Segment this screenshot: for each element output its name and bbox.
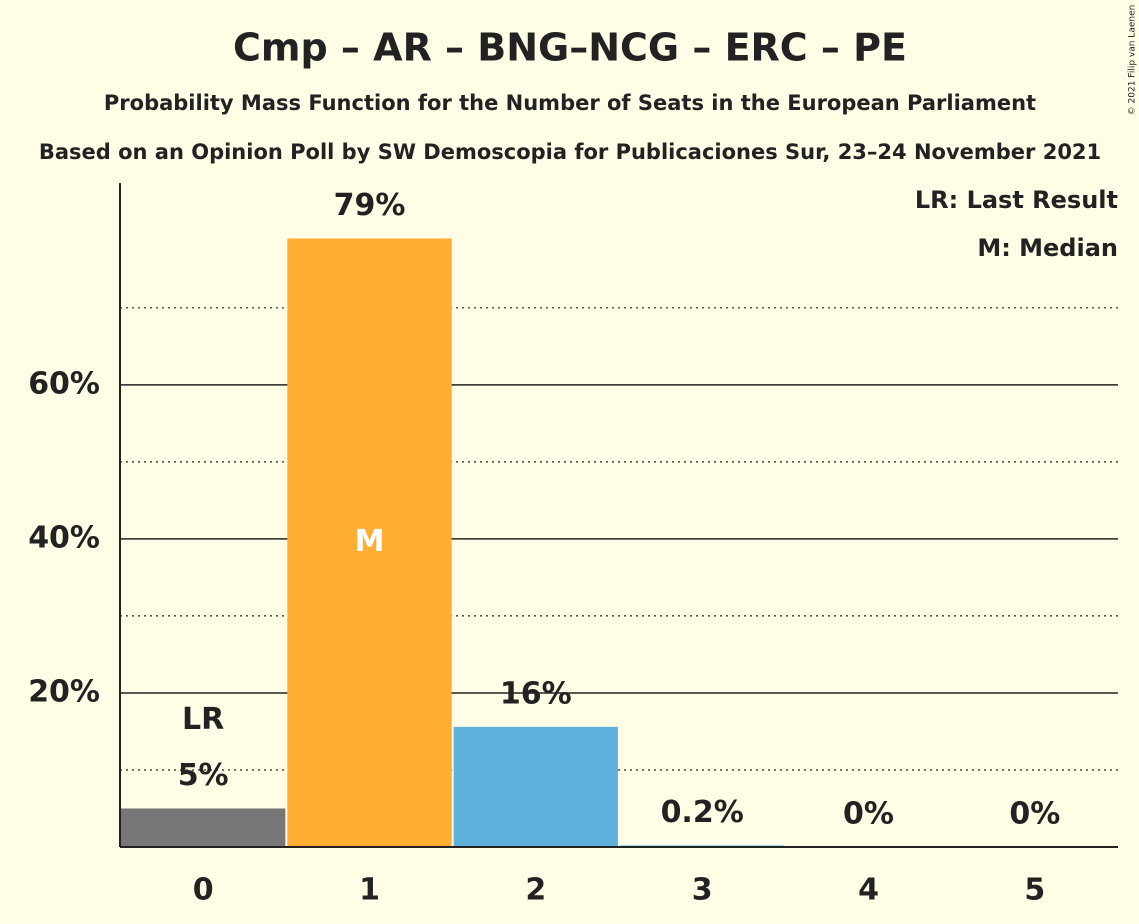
- value-label: 16%: [500, 676, 572, 711]
- y-tick-label: 40%: [28, 520, 100, 555]
- bar: [453, 726, 618, 847]
- y-tick-label: 60%: [28, 366, 100, 401]
- x-tick-label: 5: [1024, 873, 1045, 908]
- x-tick-label: 3: [692, 873, 713, 908]
- bar: [121, 808, 286, 847]
- value-label: 0%: [1009, 797, 1060, 832]
- chart-title: Cmp – AR – BNG–NCG – ERC – PE: [233, 26, 907, 70]
- value-label: 0%: [843, 797, 894, 832]
- copyright: © 2021 Filip van Laenen: [1128, 5, 1138, 116]
- x-tick-label: 2: [525, 873, 546, 908]
- last-result-marker: LR: [182, 702, 224, 737]
- value-label: 5%: [178, 758, 229, 793]
- value-label: 0.2%: [661, 795, 744, 830]
- chart-subtitle: Based on an Opinion Poll by SW Demoscopi…: [39, 140, 1101, 164]
- x-tick-label: 0: [193, 873, 214, 908]
- chart-subtitle: Probability Mass Function for the Number…: [104, 91, 1036, 115]
- legend-entry: LR: Last Result: [915, 186, 1118, 214]
- legend-entry: M: Median: [977, 234, 1118, 262]
- x-tick-label: 1: [359, 873, 380, 908]
- bar: [287, 238, 452, 847]
- y-tick-label: 20%: [28, 674, 100, 709]
- median-marker: M: [355, 524, 385, 559]
- x-tick-label: 4: [858, 873, 879, 908]
- value-label: 79%: [334, 188, 406, 223]
